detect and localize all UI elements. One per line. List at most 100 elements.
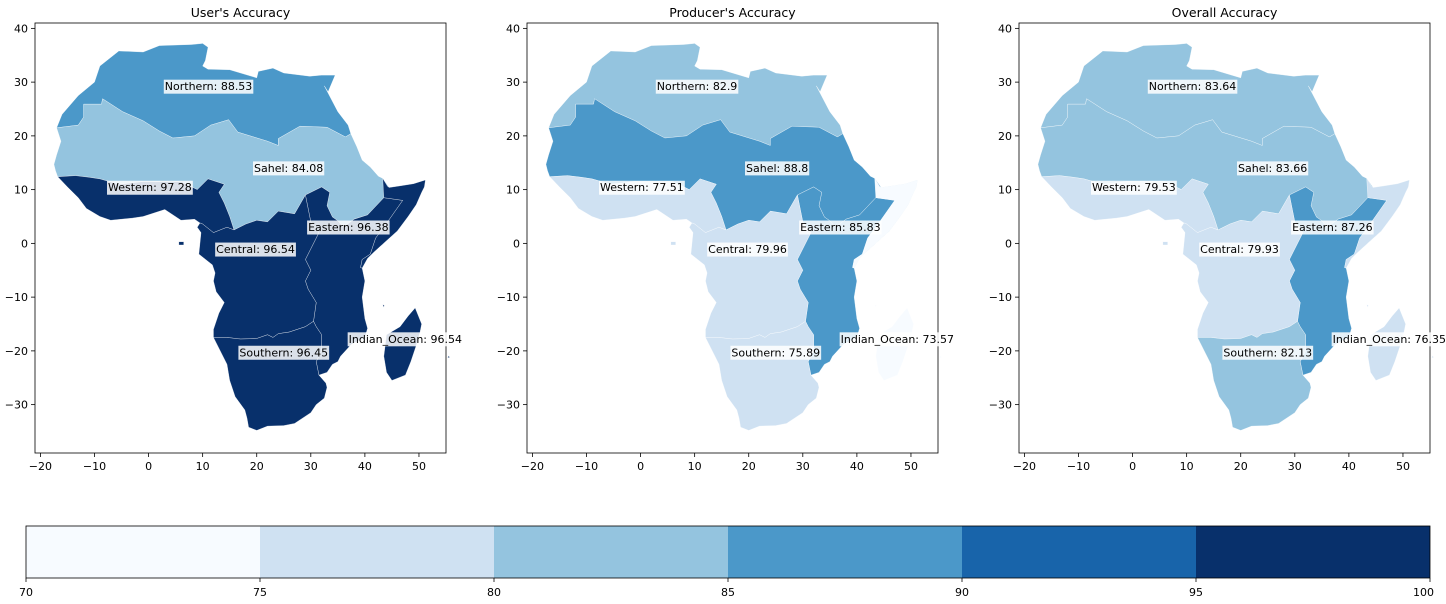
svg-text:Central: 79.96: Central: 79.96	[708, 243, 787, 256]
map-panel-2: Producer's Accuracy −20 −10 0 10 20 30 40 50 40 30…	[497, 5, 956, 473]
x-tick-label: −20	[521, 460, 544, 473]
region-label: Southern: 75.89	[730, 345, 822, 360]
y-tick-label: 0	[21, 237, 28, 250]
x-tick-label: −10	[83, 460, 106, 473]
y-tick-label: 20	[14, 130, 28, 143]
colorbar-bin	[962, 526, 1196, 578]
map-title: User's Accuracy	[191, 5, 291, 20]
svg-text:Eastern: 96.38: Eastern: 96.38	[308, 221, 389, 234]
region-label: Sahel: 84.08	[253, 161, 325, 176]
map-panel-1: User's Accuracy −20 −10 0 10 20 30 40 50 40 30 20 10…	[5, 5, 464, 473]
y-tick-label: 40	[14, 22, 28, 35]
svg-text:Indian_Ocean: 76.35: Indian_Ocean: 76.35	[1333, 333, 1446, 346]
y-tick-label: −10	[5, 291, 28, 304]
svg-text:Eastern: 87.26: Eastern: 87.26	[1292, 221, 1373, 234]
colorbar-bin	[728, 526, 962, 578]
y-tick-label: 20	[506, 130, 520, 143]
x-tick-label: −20	[29, 460, 52, 473]
svg-text:Sahel: 88.8: Sahel: 88.8	[746, 162, 808, 175]
y-tick-label: −30	[497, 399, 520, 412]
region-label: Southern: 82.13	[1222, 345, 1314, 360]
x-tick-label: 40	[358, 460, 372, 473]
svg-text:Southern: 75.89: Southern: 75.89	[731, 346, 820, 359]
svg-text:Central: 96.54: Central: 96.54	[216, 243, 295, 256]
x-tick-label: 50	[904, 460, 918, 473]
svg-text:Sahel: 84.08: Sahel: 84.08	[254, 162, 323, 175]
axes-frame	[1018, 22, 1431, 454]
x-tick-label: −20	[1013, 460, 1036, 473]
y-tick-label: 30	[998, 76, 1012, 89]
svg-text:Central: 79.93: Central: 79.93	[1200, 243, 1279, 256]
region-label: Northern: 83.64	[1147, 79, 1238, 94]
y-tick-label: −10	[497, 291, 520, 304]
region-label: Northern: 88.53	[163, 79, 254, 94]
region-label: Western: 79.53	[1091, 180, 1177, 195]
region-label: Western: 97.28	[107, 180, 193, 195]
colorbar-tick-label: 85	[721, 586, 735, 599]
svg-text:Western: 97.28: Western: 97.28	[108, 181, 192, 194]
region-label: Sahel: 83.66	[1237, 161, 1309, 176]
x-tick-label: 20	[742, 460, 756, 473]
x-tick-label: 50	[412, 460, 426, 473]
svg-text:Sahel: 83.66: Sahel: 83.66	[1238, 162, 1307, 175]
colorbar-tick-label: 75	[253, 586, 267, 599]
y-tick-label: 0	[513, 237, 520, 250]
y-tick-label: 0	[1005, 237, 1012, 250]
colorbar-bin	[1196, 526, 1430, 578]
region-label: Central: 79.96	[707, 242, 788, 257]
x-tick-label: 10	[688, 460, 702, 473]
svg-text:Northern: 82.9: Northern: 82.9	[657, 80, 738, 93]
axes-frame	[34, 22, 447, 454]
x-tick-label: 30	[796, 460, 810, 473]
region-label: Southern: 96.45	[238, 345, 330, 360]
y-tick-label: 10	[14, 184, 28, 197]
map-title: Overall Accuracy	[1172, 5, 1278, 20]
x-tick-label: 30	[304, 460, 318, 473]
y-tick-label: −30	[5, 399, 28, 412]
axes-frame	[526, 22, 939, 454]
region-label: Indian_Ocean: 73.57	[839, 332, 956, 347]
colorbar-tick-label: 70	[19, 586, 33, 599]
x-tick-label: 0	[637, 460, 644, 473]
x-tick-label: 40	[1342, 460, 1356, 473]
y-tick-label: −20	[497, 345, 520, 358]
y-tick-label: −10	[989, 291, 1012, 304]
y-tick-label: 20	[998, 130, 1012, 143]
svg-text:Southern: 82.13: Southern: 82.13	[1223, 346, 1312, 359]
x-tick-label: 40	[850, 460, 864, 473]
region-label: Central: 79.93	[1199, 242, 1280, 257]
region-label: Eastern: 96.38	[307, 220, 390, 235]
y-tick-label: 40	[506, 22, 520, 35]
region-label: Central: 96.54	[215, 242, 296, 257]
svg-text:Indian_Ocean: 73.57: Indian_Ocean: 73.57	[841, 333, 954, 346]
colorbar-bin	[260, 526, 494, 578]
region-label: Eastern: 85.83	[799, 220, 882, 235]
region-label: Eastern: 87.26	[1291, 220, 1374, 235]
svg-text:Northern: 83.64: Northern: 83.64	[1149, 80, 1237, 93]
y-tick-label: 30	[506, 76, 520, 89]
y-tick-label: 40	[998, 22, 1012, 35]
x-tick-label: 20	[250, 460, 264, 473]
region-label: Western: 77.51	[599, 180, 685, 195]
x-tick-label: 10	[196, 460, 210, 473]
svg-text:Southern: 96.45: Southern: 96.45	[239, 346, 328, 359]
colorbar-tick-label: 80	[487, 586, 501, 599]
map-title: Producer's Accuracy	[669, 5, 796, 20]
x-tick-label: 10	[1180, 460, 1194, 473]
region-label: Sahel: 88.8	[745, 161, 810, 176]
x-tick-label: 30	[1288, 460, 1302, 473]
x-tick-label: 50	[1396, 460, 1410, 473]
x-tick-label: 20	[1234, 460, 1248, 473]
colorbar-tick-label: 100	[1413, 586, 1434, 599]
y-tick-label: 30	[14, 76, 28, 89]
region-label: Indian_Ocean: 96.54	[347, 332, 464, 347]
colorbar-bin	[26, 526, 260, 578]
y-tick-label: 10	[506, 184, 520, 197]
x-tick-label: 0	[145, 460, 152, 473]
svg-text:Western: 79.53: Western: 79.53	[1092, 181, 1176, 194]
x-tick-label: −10	[575, 460, 598, 473]
svg-text:Indian_Ocean: 96.54: Indian_Ocean: 96.54	[349, 333, 462, 346]
svg-text:Eastern: 85.83: Eastern: 85.83	[800, 221, 881, 234]
x-tick-label: −10	[1067, 460, 1090, 473]
